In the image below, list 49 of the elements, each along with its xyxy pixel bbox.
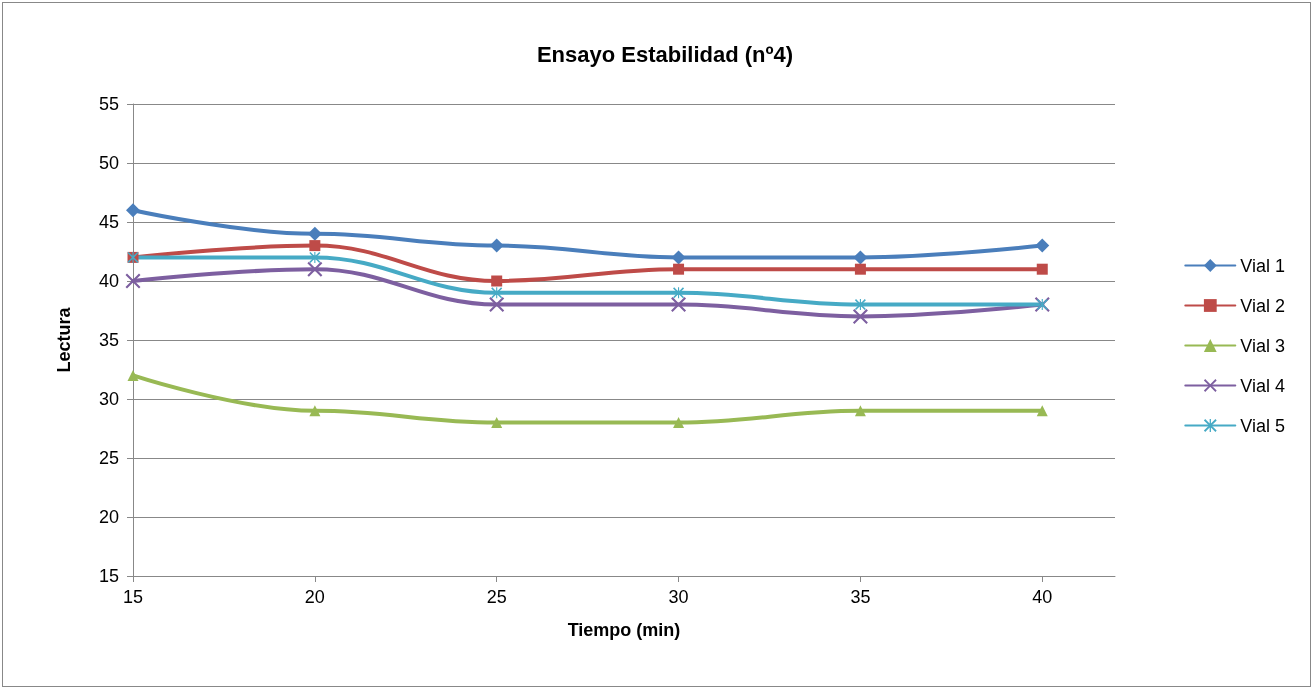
point (673, 263, 685, 275)
point (309, 251, 321, 263)
point (1036, 405, 1048, 417)
point (673, 287, 685, 299)
x-tick-label: 15 (122, 587, 144, 607)
point (854, 263, 866, 275)
point (309, 240, 321, 252)
point (854, 299, 866, 311)
legend-label: Vial 3 (1240, 335, 1285, 356)
point (854, 405, 866, 417)
point (125, 273, 141, 289)
point (489, 297, 505, 313)
point (491, 287, 503, 299)
chart-title: Ensayo Estabilidad (nº4) (536, 41, 794, 67)
point (1035, 238, 1050, 253)
point (852, 308, 868, 324)
y-tick-label: 40 (98, 271, 119, 291)
legend-label: Vial 4 (1240, 375, 1285, 396)
y-axis-title: Lectura (54, 306, 74, 373)
point (491, 417, 503, 429)
x-tick-label: 25 (486, 587, 507, 607)
point (127, 369, 139, 381)
point (673, 417, 685, 429)
point (671, 250, 686, 265)
y-tick-label: 45 (98, 212, 119, 232)
point (1036, 263, 1048, 275)
point (307, 226, 322, 241)
legend-label: Vial 2 (1240, 295, 1285, 316)
y-tick-label: 20 (98, 507, 119, 527)
point (307, 261, 323, 277)
point (126, 203, 140, 218)
x-tick-label: 20 (304, 587, 325, 607)
point (309, 405, 321, 417)
legend-label: Vial 1 (1240, 255, 1285, 276)
y-tick-label: 50 (98, 153, 119, 173)
y-tick-label: 15 (98, 566, 119, 586)
x-tick-label: 35 (850, 587, 871, 607)
point (853, 250, 868, 265)
y-tick-label: 30 (98, 389, 119, 409)
point (671, 297, 687, 313)
y-tick-label: 55 (98, 94, 119, 114)
point (489, 238, 504, 253)
x-tick-label: 40 (1032, 587, 1053, 607)
legend-label: Vial 5 (1240, 415, 1285, 436)
x-tick-label: 30 (668, 587, 689, 607)
y-tick-label: 25 (98, 448, 119, 468)
y-tick-label: 35 (98, 330, 119, 350)
x-axis-title: Tiempo (min) (567, 620, 681, 640)
point (491, 275, 503, 287)
